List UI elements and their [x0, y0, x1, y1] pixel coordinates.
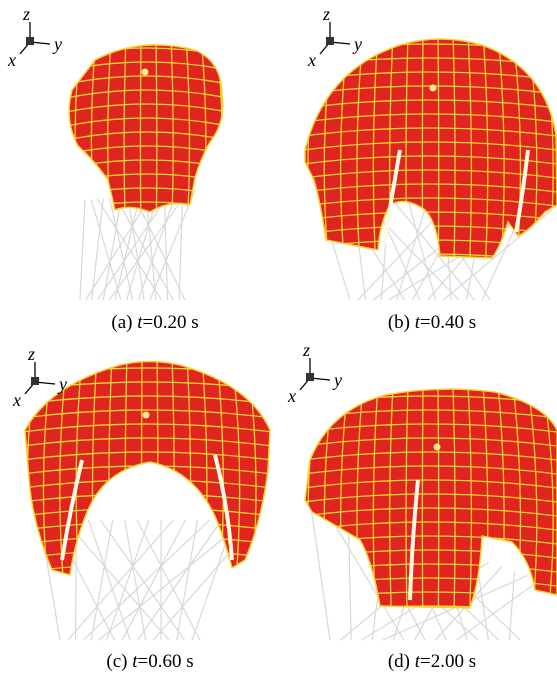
axis-origin: [326, 37, 334, 45]
axis-label: y: [352, 34, 362, 54]
time-text: =2.00 s: [420, 651, 476, 672]
mesh-line: [59, 36, 66, 214]
mesh-line: [157, 356, 158, 578]
mesh-line: [438, 384, 439, 610]
axis-label: y: [57, 374, 67, 394]
mesh-line: [303, 30, 557, 38]
axis-label: z: [322, 4, 330, 24]
axis-label: x: [12, 390, 21, 410]
axis-label: z: [27, 344, 35, 364]
mesh-line: [422, 384, 423, 610]
mesh-line: [140, 36, 141, 214]
axis-label: z: [302, 340, 310, 360]
caption-label: (c): [106, 651, 127, 672]
axis-label: y: [52, 34, 62, 54]
vent: [434, 444, 441, 451]
vent: [430, 85, 437, 92]
vent: [143, 412, 150, 419]
axis-label: x: [307, 50, 316, 70]
suspension-line: [179, 191, 183, 300]
page: z y x z y x z y x z y x (a) t=0.20 s (b) t=0.40 s (…: [0, 0, 557, 676]
caption-label: (a): [111, 312, 132, 333]
suspension-line: [92, 198, 104, 300]
axis-label: x: [287, 386, 296, 406]
caption-label: (d): [388, 651, 410, 672]
axis-label: x: [7, 50, 16, 70]
suspension-line: [80, 200, 85, 300]
mesh-line: [422, 32, 423, 260]
caption-label: (b): [388, 312, 410, 333]
figure: z y x z y x z y x z y x (a) t=0.20 s (b) t=0.40 s (…: [0, 0, 557, 676]
axis-origin: [26, 37, 34, 45]
mesh-line: [66, 34, 228, 42]
mesh-line: [438, 32, 439, 260]
axis-label: y: [332, 370, 342, 390]
axis-origin: [306, 373, 314, 381]
axis-label: z: [22, 4, 30, 24]
time-text: =0.40 s: [420, 312, 476, 333]
mesh-line: [292, 32, 303, 260]
caption: (a) t=0.20 s: [111, 312, 198, 333]
caption: (d) t=2.00 s: [388, 651, 476, 672]
time-text: =0.60 s: [138, 651, 194, 672]
axis-origin: [31, 377, 39, 385]
vent: [142, 69, 149, 76]
time-text: =0.20 s: [143, 312, 199, 333]
caption: (c) t=0.60 s: [106, 651, 193, 672]
mesh-line: [292, 384, 303, 610]
caption: (b) t=0.40 s: [388, 312, 476, 333]
